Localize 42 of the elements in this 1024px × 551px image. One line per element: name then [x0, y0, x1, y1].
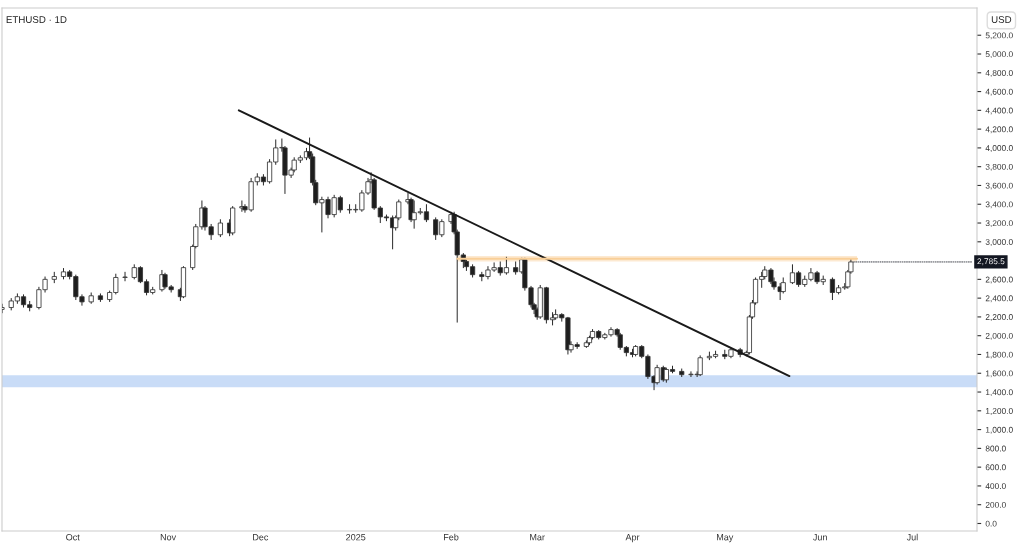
x-tick-label: May: [717, 534, 734, 543]
y-tick-label: 600.0: [985, 464, 1006, 471]
y-tick-label: 3,800.0: [985, 163, 1013, 171]
y-tick-label: 3,600.0: [985, 182, 1013, 190]
y-tick-label: 400.0: [985, 483, 1006, 490]
y-axis-title: USD: [991, 16, 1012, 23]
y-tick-label: 2,600.0: [985, 276, 1013, 284]
x-tick-label: Nov: [160, 534, 177, 541]
y-tick-label: 1,600.0: [985, 370, 1013, 378]
candlestick: [122, 271, 128, 282]
y-tick-label: 2,000.0: [985, 332, 1013, 340]
y-tick-label: 800.0: [985, 445, 1006, 452]
y-tick-label: 1,200.0: [985, 408, 1013, 415]
candlestick: [697, 354, 703, 377]
y-tick-label: 4,200.0: [985, 126, 1013, 134]
y-tick-label: 4,800.0: [985, 69, 1013, 77]
y-tick-label: 1,400.0: [985, 389, 1013, 397]
y-tick-label: 200.0: [985, 501, 1006, 508]
x-tick-label: Oct: [66, 534, 80, 541]
text: ETHUSD · 1D: [6, 16, 67, 23]
y-tick-label: 4,600.0: [985, 88, 1013, 96]
y-tick-label: 5,000.0: [985, 51, 1013, 59]
x-tick-label: Jul: [906, 533, 918, 541]
y-tick-label: 1,000.0: [985, 426, 1013, 434]
y-tick-label: 3,200.0: [985, 220, 1013, 228]
x-tick-label: Apr: [625, 534, 640, 543]
y-tick-label: 4,400.0: [985, 107, 1013, 115]
y-tick-label: 1,800.0: [985, 351, 1013, 359]
y-tick-label: 2,200.0: [985, 314, 1013, 321]
y-tick-label: 4,000.0: [985, 145, 1013, 152]
x-tick-label: Dec: [253, 534, 269, 541]
x-tick-label: Mar: [530, 534, 545, 541]
y-tick-label: 3,400.0: [985, 201, 1013, 209]
y-tick-label: 0.0: [985, 520, 997, 527]
y-tick-label: 2,400.0: [985, 295, 1013, 303]
x-tick-label: Feb: [444, 533, 459, 541]
x-tick-label: Jun: [813, 534, 827, 541]
candlestick: [688, 370, 694, 378]
annotation: 2,785.5: [977, 258, 1005, 266]
y-tick-label: 5,200.0: [985, 32, 1013, 40]
y-tick-label: 3,000.0: [985, 239, 1013, 246]
x-tick-label: 2025: [346, 534, 366, 541]
